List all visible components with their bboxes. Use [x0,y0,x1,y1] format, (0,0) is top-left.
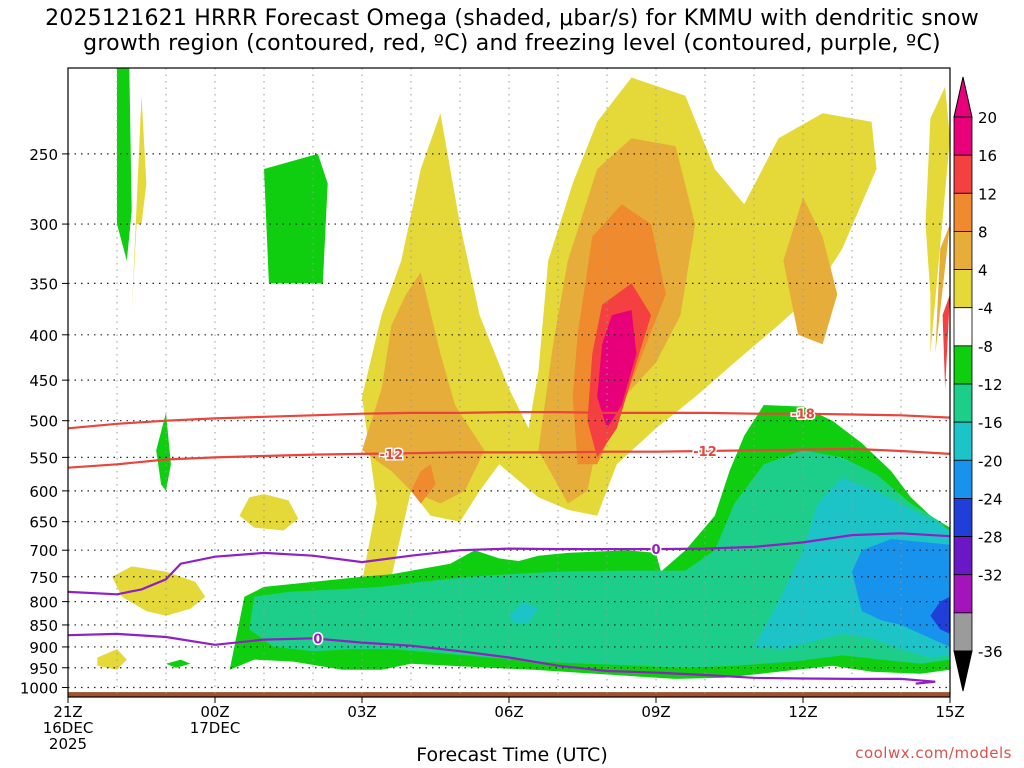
omega-shade-1 [925,86,950,354]
y-tick-label-400: 400 [29,327,58,345]
omega-shade-5 [131,95,147,316]
omega-shade-23 [852,539,950,647]
x-tick-label-0-2: 2025 [49,735,87,753]
colorbar-label-13: -36 [978,643,1003,661]
contour-label-3: 0 [651,543,660,558]
colorbar-bin-1 [953,154,973,194]
colorbar-bin-7 [953,383,973,423]
omega-shade-18 [156,412,171,491]
contour-label-0: -12 [380,448,404,463]
colorbar-label-4: 4 [978,262,988,280]
colorbar-label-2: 12 [978,185,997,203]
omega-shade-9 [935,224,950,354]
y-tick-label-950: 950 [29,660,58,678]
colorbar-bin-13 [953,612,973,652]
x-tick-label-4-0: 09Z [641,703,670,721]
colorbar-label-6: -8 [978,338,993,356]
x-tick-label-1-1: 17DEC [190,719,241,737]
chart-title-line-2: growth region (contoured, red, ºC) and f… [83,31,941,56]
contour-label-1: -12 [693,445,717,460]
colorbar-bottom-arrow [953,650,973,692]
chart-title-line-1: 2025121621 HRRR Forecast Omega (shaded, … [45,6,979,31]
y-tick-label-900: 900 [29,639,58,657]
contour-line-2 [68,532,950,596]
omega-shade-16 [117,68,132,261]
contour-line-1 [68,411,950,430]
y-tick-label-500: 500 [29,413,58,431]
colorbar-top-arrow [953,76,973,118]
omega-shade-6 [362,272,485,504]
y-tick-label-300: 300 [29,216,58,234]
omega-shade-19 [166,659,191,668]
credit-link[interactable]: coolwx.com/models [855,744,1012,762]
plot-area: -12 -12 -18 0 0 [68,68,950,697]
omega-shade-4 [97,649,127,670]
colorbar-bin-5 [953,307,973,347]
x-tick-label-0-1: 16DEC [43,719,94,737]
x-axis-title: Forecast Time (UTC) [416,744,608,766]
colorbar-label-8: -16 [978,414,1003,432]
colorbar-label-10: -24 [978,490,1003,508]
x-tick-label-2-0: 03Z [347,703,376,721]
colorbar-label-9: -20 [978,452,1003,470]
colorbar-label-1: 16 [978,147,997,165]
colorbar-label-5: -4 [978,300,993,318]
colorbar-label-11: -28 [978,529,1003,547]
x-tick-label-5-0: 12Z [788,703,817,721]
colorbar-label-12: -32 [978,567,1003,585]
y-tick-label-850: 850 [29,617,58,635]
omega-shade-14 [597,310,637,429]
contour-label-4: 0 [313,632,322,647]
y-tick-label-250: 250 [29,146,58,164]
y-tick-label-1000: 1000 [20,679,58,697]
y-tick-label-450: 450 [29,372,58,390]
chart-title: 2025121621 HRRR Forecast Omega (shaded, … [0,6,1024,56]
colorbar-bin-4 [953,269,973,309]
contour-line-0 [68,447,950,469]
colorbar-label-0: 20 [978,109,997,127]
x-tick-label-3-0: 06Z [494,703,523,721]
omega-shade-21 [509,601,539,623]
contour-label-2: -18 [791,408,815,423]
omega-shade-2 [239,494,299,531]
omega-shade-11 [411,464,436,504]
colorbar-bin-8 [953,421,973,461]
x-tick-label-6-0: 15Z [935,703,964,721]
terrain-strip [68,692,950,697]
omega-shade-17 [264,153,328,284]
y-tick-label-600: 600 [29,483,58,501]
y-tick-label-700: 700 [29,542,58,560]
colorbar-bin-12 [953,574,973,614]
colorbar-bin-10 [953,498,973,537]
y-tick-label-350: 350 [29,275,58,293]
colorbar-label-7: -12 [978,376,1003,394]
x-tick-label-1-0: 00Z [200,703,229,721]
colorbar-label-3: 8 [978,223,988,241]
contour-line-3 [68,632,936,685]
colorbar-bin-0 [953,116,973,156]
colorbar-bin-2 [953,192,973,232]
colorbar-bin-6 [953,345,973,385]
omega-shade-24 [930,596,950,634]
omega-shade-13 [942,294,950,389]
y-tick-label-650: 650 [29,514,58,532]
colorbar-bin-9 [953,459,973,499]
y-tick-label-550: 550 [29,449,58,467]
omega-shade-3 [112,566,206,616]
colorbar-bin-11 [953,536,973,576]
y-tick-label-800: 800 [29,594,58,612]
y-tick-label-750: 750 [29,569,58,587]
colorbar-bin-3 [953,231,973,270]
omega-shade-8 [783,197,838,345]
x-tick-label-0-0: 21Z [53,703,82,721]
